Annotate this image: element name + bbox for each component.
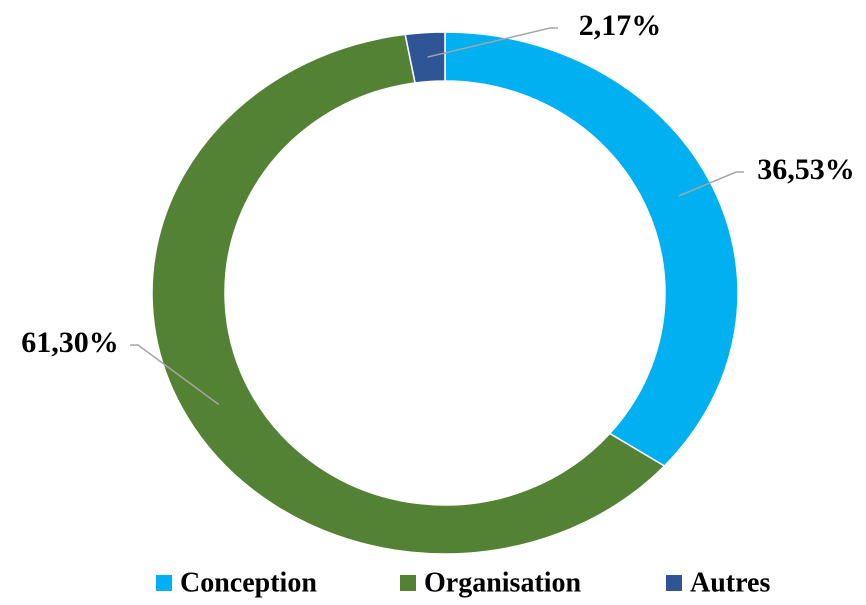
data-label: 36,53% [757,153,855,186]
legend-swatch [156,575,172,591]
legend-label: Autres [690,567,770,598]
leader-line [678,171,744,197]
leader-line [130,344,220,406]
legend-swatch [666,575,682,591]
donut-segment [151,33,666,555]
data-label: 61,30% [21,326,119,359]
data-label: 2,17% [579,9,662,42]
leader-line [427,27,558,58]
donut-segment [404,31,446,84]
donut-segment [444,31,739,467]
legend-swatch [400,575,416,591]
legend-label: Organisation [424,567,582,598]
legend-label: Conception [180,567,317,598]
